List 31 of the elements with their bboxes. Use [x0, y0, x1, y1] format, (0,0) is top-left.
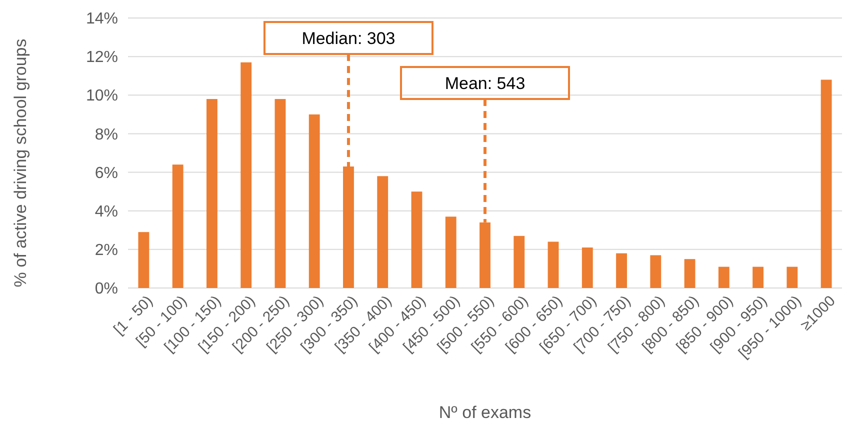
bar	[514, 236, 525, 288]
y-tick-label: 10%	[86, 88, 118, 105]
y-tick-label: 8%	[94, 126, 118, 144]
bar	[752, 266, 764, 288]
bar	[274, 99, 286, 288]
bar	[786, 266, 798, 288]
bar	[616, 253, 627, 288]
y-tick-label: 6%	[94, 164, 118, 182]
bar	[377, 176, 388, 288]
bar	[172, 164, 184, 288]
y-tick-label: 12%	[86, 49, 118, 66]
bar	[650, 255, 662, 288]
bar	[684, 259, 696, 288]
ref-line-label: Mean: 543	[444, 74, 526, 93]
bar	[820, 80, 832, 288]
bar	[240, 62, 252, 288]
bar	[718, 266, 730, 288]
x-axis-title: Nº of exams	[438, 403, 532, 422]
bar	[582, 248, 593, 288]
bar	[308, 114, 320, 288]
y-tick-label: 14%	[86, 10, 118, 28]
bar	[138, 232, 150, 288]
ref-line-label: Median: 303	[302, 28, 396, 48]
y-tick-label: 0%	[94, 280, 118, 298]
bar	[411, 192, 422, 288]
bar	[548, 242, 559, 288]
y-tick-label: 2%	[94, 242, 118, 260]
bar	[445, 216, 456, 288]
y-tick-label: 4%	[94, 203, 118, 220]
y-axis-title: % of active driving school groups	[11, 38, 30, 288]
bar	[206, 99, 218, 288]
